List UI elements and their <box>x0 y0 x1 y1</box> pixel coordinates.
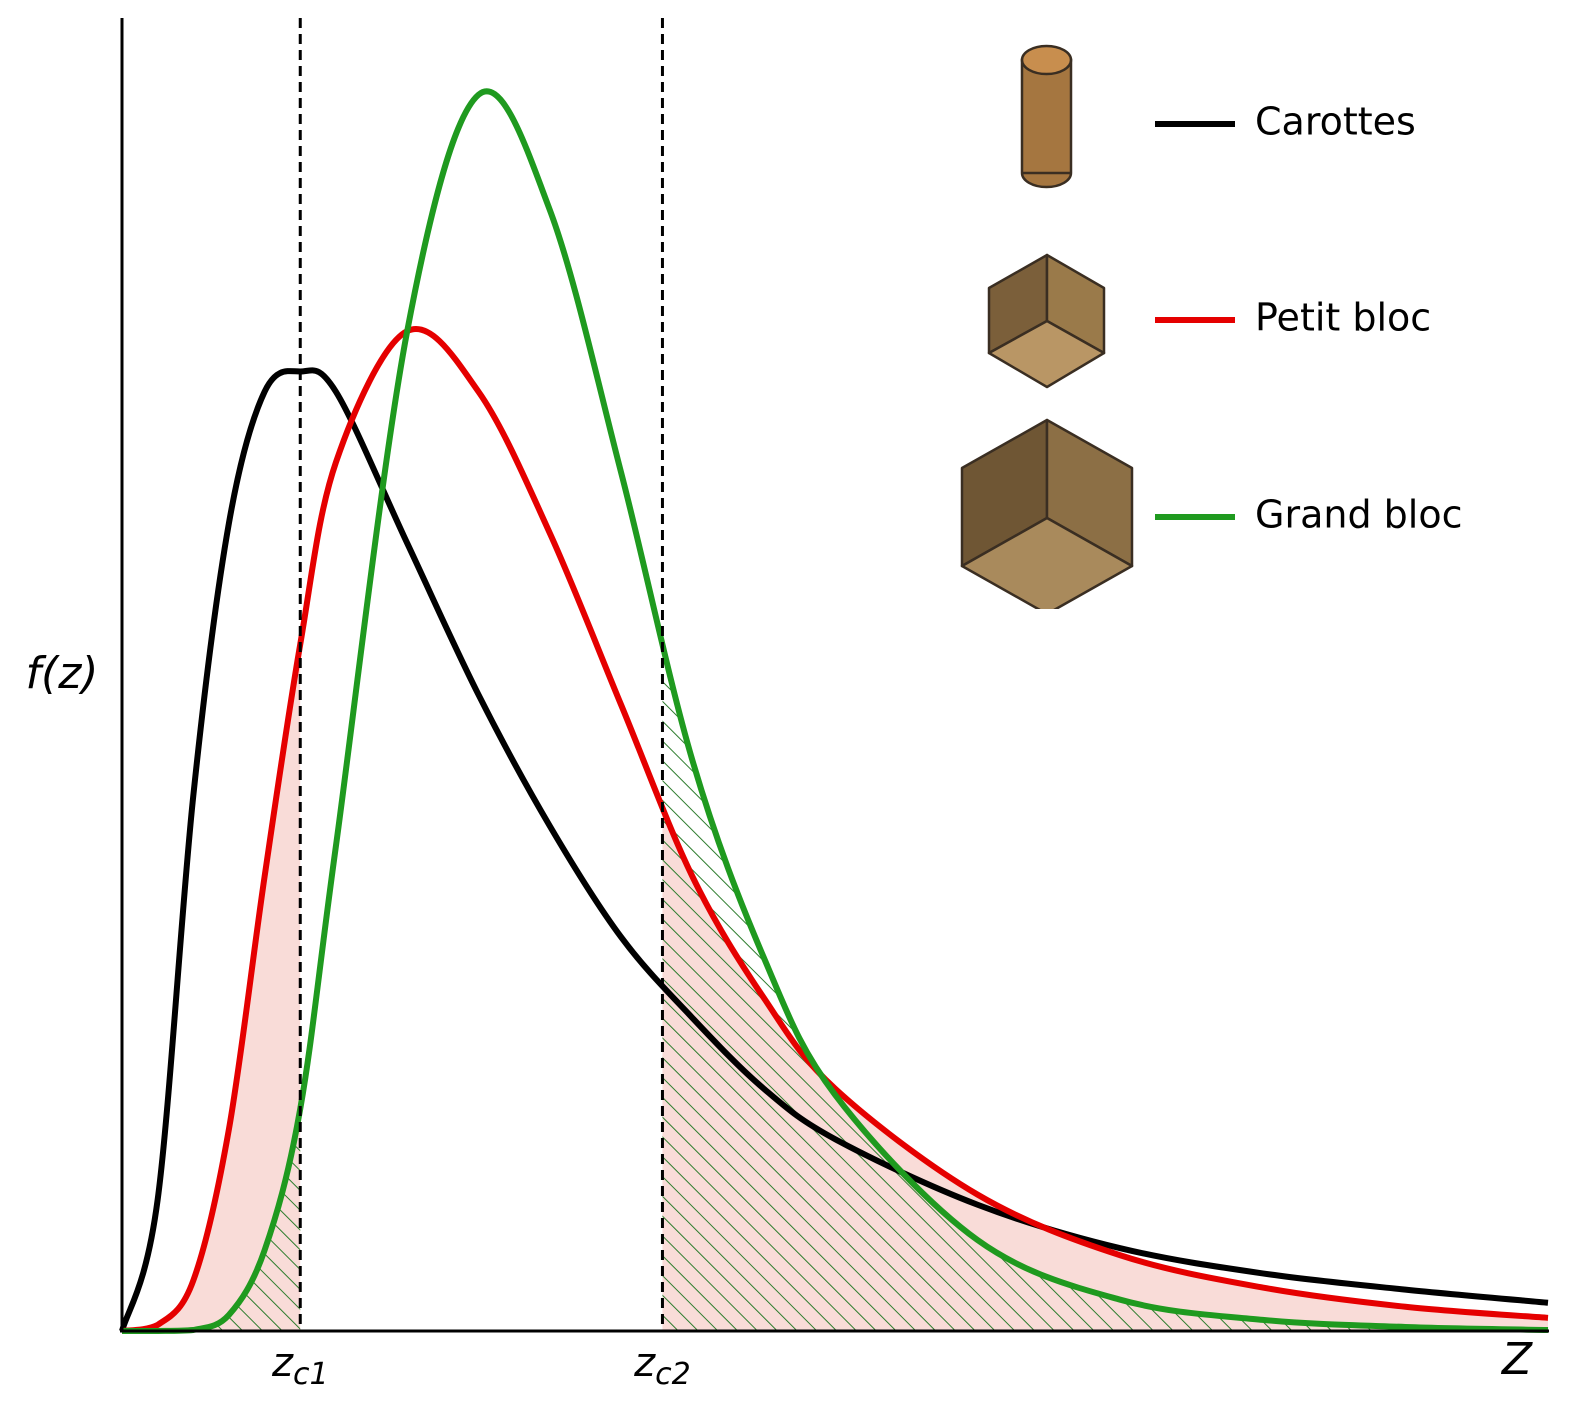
tick-symbol: z <box>271 1340 294 1386</box>
tick-subscript: c2 <box>655 1357 691 1392</box>
x-tick-label: zc2 <box>633 1340 691 1392</box>
curve <box>122 88 1549 1334</box>
y-axis-label: f(z) <box>26 648 99 699</box>
x-axis-label: Z <box>1501 1334 1533 1385</box>
curve <box>121 326 1549 1334</box>
curve <box>119 367 1549 1332</box>
x-tick-label: zc1 <box>271 1340 329 1392</box>
tick-symbol: z <box>633 1340 656 1386</box>
tick-subscript: c1 <box>293 1357 329 1392</box>
legend-label: Grand bloc <box>1255 493 1462 537</box>
legend-label: Carottes <box>1255 100 1416 144</box>
curves <box>119 88 1549 1334</box>
tail-areas <box>122 91 1548 1332</box>
small-block-icon <box>987 253 1106 389</box>
legend-label: Petit bloc <box>1255 296 1431 340</box>
tail-hatch <box>122 91 1548 1332</box>
icon-cut <box>950 609 1150 621</box>
cylinder-icon <box>1020 44 1073 189</box>
large-block-icon <box>960 418 1134 616</box>
